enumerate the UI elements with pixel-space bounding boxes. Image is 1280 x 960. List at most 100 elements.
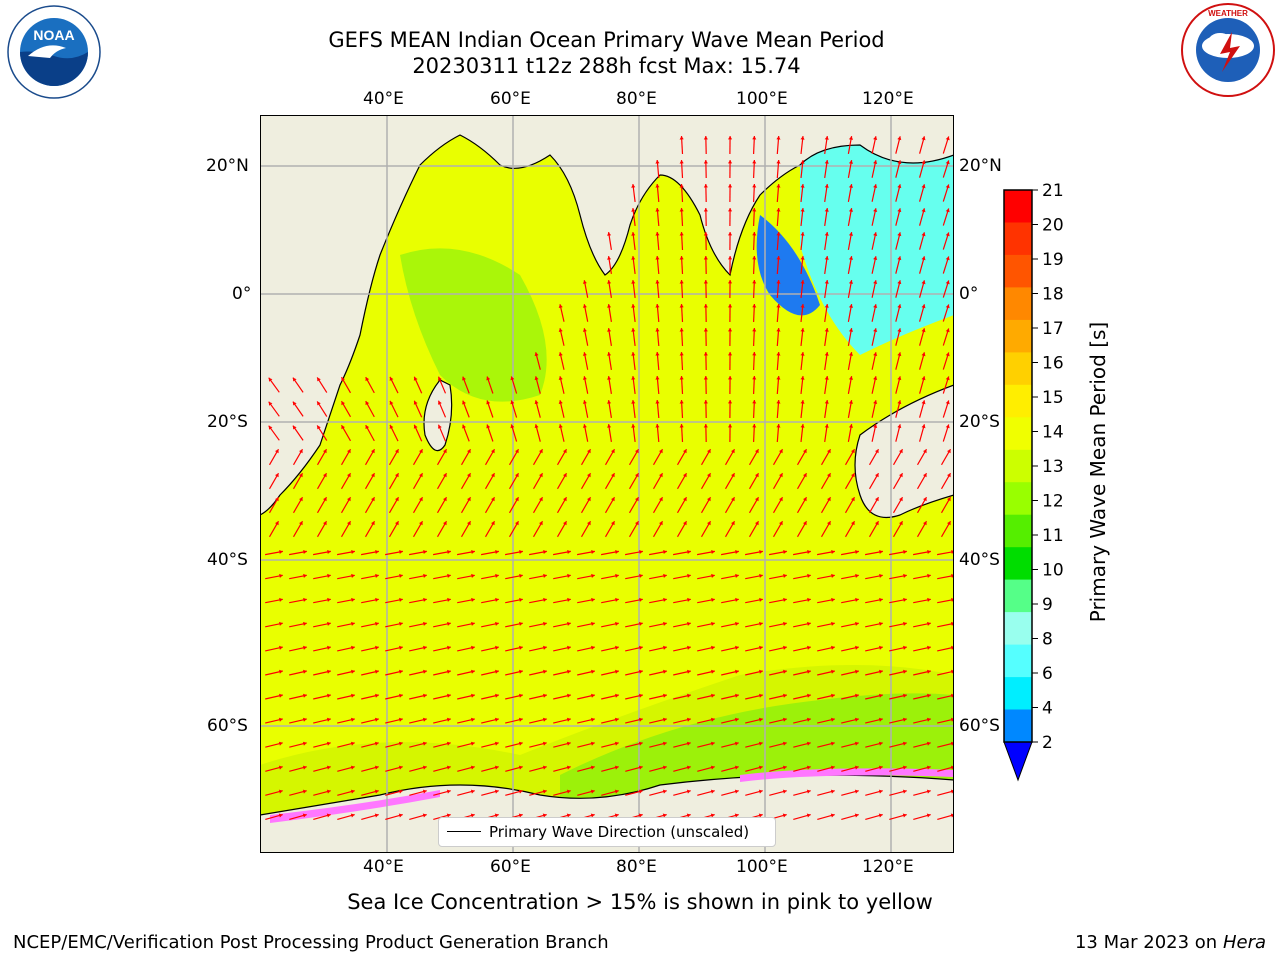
wave-direction-arrowhead (947, 449, 951, 454)
wave-direction-arrowhead (590, 717, 595, 722)
wave-direction-arrowhead (486, 424, 491, 429)
wave-direction-arrowhead (341, 425, 345, 430)
y-tick-left-20n: 20°N (206, 156, 249, 176)
wave-direction-arrowhead (631, 256, 636, 260)
wave-direction-arrowhead (807, 573, 811, 578)
wave-direction-arrowhead (486, 376, 491, 381)
wave-direction-arrowhead (494, 765, 499, 770)
wave-direction-arrowhead (268, 401, 273, 406)
wave-direction-arrowhead (897, 352, 902, 357)
wave-direction-arrowhead (735, 621, 739, 626)
wave-direction-arrowhead (494, 789, 499, 794)
wave-direction-arrowhead (879, 645, 883, 650)
wave-direction-arrowhead (752, 400, 757, 404)
wave-direction-arrowhead (800, 424, 805, 428)
wave-direction-arrowhead (831, 669, 835, 674)
wave-direction-arrowhead (543, 693, 547, 698)
wave-direction-arrowhead (854, 813, 859, 818)
wave-direction-arrowhead (558, 376, 563, 380)
noaa-logo: NOAA (6, 4, 102, 100)
wave-direction-arrowhead (470, 717, 475, 722)
wave-direction-arrowhead (945, 328, 950, 333)
wave-direction-arrowhead (327, 550, 331, 554)
wave-direction-arrowhead (631, 352, 636, 356)
wave-direction-arrowhead (755, 497, 759, 502)
wave-direction-arrowhead (519, 693, 523, 698)
wave-direction-arrowhead (518, 741, 523, 746)
wave-direction-arrowhead (590, 765, 595, 770)
map-legend: Primary Wave Direction (unscaled) (438, 817, 776, 847)
wave-direction-arrowhead (389, 424, 394, 429)
colorbar-swatch (1004, 449, 1032, 483)
wave-direction-arrowhead (735, 669, 739, 674)
wave-direction-arrowhead (897, 376, 902, 381)
wave-direction-arrowhead (446, 813, 451, 818)
wave-direction-arrowhead (728, 280, 733, 284)
wave-direction-arrowhead (902, 717, 907, 722)
wave-direction-arrowhead (703, 400, 708, 404)
wave-period-map: Primary Wave Direction (unscaled) (259, 114, 956, 854)
wave-direction-arrowhead (375, 550, 379, 554)
x-tick-bottom-120: 120°E (862, 857, 914, 877)
wave-direction-arrowhead (638, 741, 643, 746)
wave-direction-arrowhead (848, 160, 853, 164)
wave-direction-arrowhead (927, 573, 931, 578)
wave-direction-arrowhead (728, 184, 733, 188)
wave-direction-arrowhead (687, 621, 691, 626)
wave-direction-arrowhead (534, 424, 539, 429)
wave-direction-arrowhead (710, 765, 715, 770)
wave-direction-arrowhead (470, 813, 475, 818)
wave-direction-arrowhead (303, 573, 307, 578)
wave-direction-arrowhead (351, 669, 355, 674)
wave-direction-arrowhead (758, 741, 763, 746)
wave-direction-arrowhead (663, 669, 667, 674)
wave-direction-arrowhead (292, 425, 297, 430)
wave-direction-arrowhead (902, 789, 907, 794)
wave-direction-arrowhead (365, 401, 370, 406)
wave-direction-arrowhead (303, 669, 307, 674)
wave-direction-arrowhead (752, 376, 757, 380)
wave-direction-arrowhead (639, 573, 643, 578)
wave-direction-arrowhead (848, 208, 853, 212)
land-asia-africa (259, 114, 955, 516)
wave-direction-arrowhead (614, 741, 619, 746)
wave-direction-arrowhead (779, 449, 783, 454)
wave-direction-arrowhead (587, 521, 591, 526)
wave-direction-arrowhead (365, 425, 370, 430)
wave-direction-arrowhead (663, 645, 667, 650)
wave-direction-arrowhead (663, 597, 667, 602)
wave-direction-arrowhead (755, 449, 759, 454)
wave-direction-arrowhead (776, 304, 781, 308)
wave-direction-arrowhead (776, 184, 781, 188)
wave-direction-arrowhead (848, 352, 853, 356)
wave-direction-arrowhead (752, 136, 757, 140)
wave-direction-arrowhead (399, 597, 403, 602)
wave-direction-arrowhead (515, 497, 519, 502)
wave-direction-arrowhead (591, 621, 595, 626)
wave-direction-arrowhead (945, 424, 950, 429)
wave-direction-arrowhead (759, 669, 763, 674)
wave-direction-arrowhead (398, 717, 403, 722)
wave-direction-arrowhead (567, 597, 571, 602)
wave-direction-arrowhead (326, 789, 331, 794)
svg-text:WEATHER: WEATHER (1208, 9, 1248, 18)
wave-direction-arrowhead (438, 376, 442, 381)
wave-direction-arrowhead (945, 184, 950, 189)
wave-direction-arrowhead (563, 497, 567, 502)
wave-direction-arrowhead (582, 352, 587, 356)
colorbar-swatch (1004, 547, 1032, 581)
wave-direction-arrowhead (710, 717, 715, 722)
y-tick-left-20s: 20°S (207, 412, 248, 432)
wave-direction-arrowhead (687, 597, 691, 602)
wave-direction-arrowhead (519, 645, 523, 650)
colorbar-swatch (1004, 352, 1032, 386)
wave-direction-arrowhead (447, 550, 451, 554)
wave-direction-arrowhead (831, 550, 835, 554)
wave-direction-arrowhead (607, 232, 612, 236)
wave-direction-arrowhead (800, 232, 805, 236)
colorbar-swatch (1004, 319, 1032, 353)
wave-direction-arrowhead (921, 184, 926, 189)
wave-direction-arrowhead (710, 813, 715, 818)
wave-direction-arrowhead (419, 521, 423, 526)
wave-direction-arrowhead (921, 352, 926, 357)
